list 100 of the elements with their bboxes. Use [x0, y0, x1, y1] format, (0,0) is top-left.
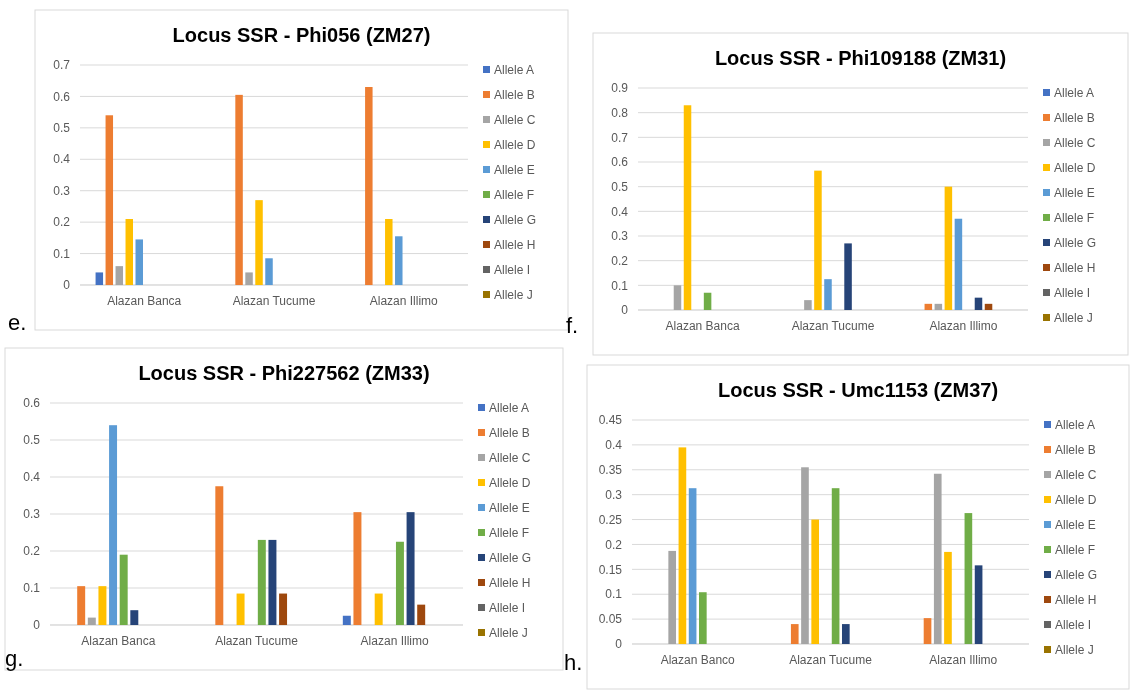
- legend-label: Allele A: [489, 401, 530, 416]
- legend-label: Allele G: [494, 213, 537, 228]
- y-tick-label: 0.1: [605, 587, 623, 602]
- legend-label: Allele F: [1054, 211, 1095, 226]
- legend-label: Allele I: [1055, 618, 1092, 633]
- legend-label: Allele J: [1054, 311, 1093, 326]
- legend-label: Allele B: [1054, 111, 1095, 126]
- text: e.: [8, 310, 27, 335]
- legend-label: Allele F: [494, 188, 535, 203]
- y-tick-label: 0: [33, 618, 41, 633]
- legend-label: Allele F: [489, 526, 530, 541]
- bar: [417, 604, 426, 625]
- bar: [406, 512, 415, 625]
- legend-label: Allele C: [494, 113, 536, 128]
- chart-title: Locus SSR - Phi109188 (ZM31): [714, 47, 1007, 69]
- legend-label: Allele D: [494, 138, 536, 153]
- legend-label: Allele B: [489, 426, 530, 441]
- legend-label: Allele G: [1054, 236, 1097, 251]
- legend-label: Allele A: [1055, 418, 1096, 433]
- y-tick-label: 0.05: [598, 612, 623, 627]
- y-tick-label: 0.7: [53, 58, 71, 73]
- y-tick-label: 0.15: [598, 562, 623, 577]
- legend-label: Allele H: [489, 576, 531, 591]
- x-tick-label: Alazan Tucume: [789, 653, 873, 667]
- bar: [395, 541, 404, 625]
- chart-title: Locus SSR - Phi056 (ZM27): [172, 24, 431, 46]
- bar: [673, 285, 682, 310]
- legend-label: Allele H: [1054, 261, 1096, 276]
- bar: [814, 170, 822, 310]
- bar: [215, 486, 224, 625]
- legend-label: Allele G: [1055, 568, 1098, 583]
- y-tick-label: 0.6: [53, 89, 71, 104]
- bar: [87, 617, 96, 625]
- y-tick-label: 0: [621, 303, 629, 318]
- bar: [279, 593, 288, 625]
- bar: [374, 593, 383, 625]
- bar: [105, 115, 114, 285]
- legend-label: Allele E: [1055, 518, 1096, 533]
- text: h.: [564, 650, 583, 675]
- bar: [790, 624, 799, 644]
- bar: [135, 239, 143, 285]
- y-tick-label: 0: [63, 278, 71, 293]
- legend-label: Allele C: [489, 451, 531, 466]
- bar: [974, 297, 983, 310]
- legend-label: Allele G: [489, 551, 532, 566]
- bar: [831, 488, 840, 644]
- y-tick-label: 0.5: [23, 433, 41, 448]
- bar: [688, 488, 697, 644]
- bar: [125, 219, 133, 285]
- bar: [235, 94, 243, 285]
- bar: [395, 236, 403, 285]
- bar: [801, 467, 809, 644]
- bar: [268, 539, 277, 625]
- bar: [974, 565, 983, 644]
- x-tick-label: Alazan Tucume: [791, 319, 875, 333]
- x-tick-label: Alazan Illimo: [929, 319, 998, 333]
- x-tick-label: Alazan Tucume: [232, 294, 316, 308]
- legend-label: Allele J: [1055, 643, 1094, 658]
- legend-label: Allele E: [1054, 186, 1095, 201]
- y-tick-label: 0.9: [611, 81, 629, 96]
- x-tick-label: Alazan Tucume: [215, 634, 299, 648]
- legend-label: Allele A: [1054, 86, 1095, 101]
- bar: [984, 303, 993, 310]
- y-tick-label: 0.45: [598, 413, 623, 428]
- legend-label: Allele C: [1055, 468, 1097, 483]
- legend-label: Allele J: [489, 626, 528, 641]
- x-tick-label: Alazan Banca: [665, 319, 740, 333]
- bar: [699, 592, 707, 644]
- y-tick-label: 0.2: [605, 537, 623, 552]
- bar: [257, 539, 266, 625]
- x-tick-label: Alazan Banca: [81, 634, 156, 648]
- y-tick-label: 0.6: [611, 155, 629, 170]
- y-tick-label: 0.5: [53, 121, 71, 136]
- bar: [342, 615, 351, 625]
- bar: [385, 219, 393, 285]
- legend-label: Allele B: [494, 88, 535, 103]
- bar: [77, 586, 86, 625]
- y-tick-label: 0.7: [611, 130, 629, 145]
- chart-title: Locus SSR - Phi227562 (ZM33): [138, 362, 430, 384]
- bar: [95, 272, 104, 285]
- bar: [119, 554, 128, 625]
- bar: [924, 303, 933, 310]
- bar: [255, 200, 263, 285]
- y-tick-label: 0.3: [611, 229, 629, 244]
- legend-label: Allele H: [1055, 593, 1097, 608]
- bar: [811, 519, 820, 644]
- y-tick-label: 0.2: [23, 544, 41, 559]
- x-tick-label: Alazan Illimo: [929, 653, 998, 667]
- text: g.: [5, 646, 24, 671]
- legend-label: Allele C: [1054, 136, 1096, 151]
- legend-label: Allele E: [494, 163, 535, 178]
- bar: [933, 473, 942, 644]
- legend-label: Allele D: [489, 476, 531, 491]
- bar: [804, 300, 812, 310]
- bar: [844, 243, 852, 310]
- y-tick-label: 0.8: [611, 105, 629, 120]
- y-tick-label: 0: [615, 637, 623, 652]
- y-tick-label: 0.35: [598, 462, 623, 477]
- bar: [841, 624, 850, 644]
- legend-label: Allele F: [1055, 543, 1096, 558]
